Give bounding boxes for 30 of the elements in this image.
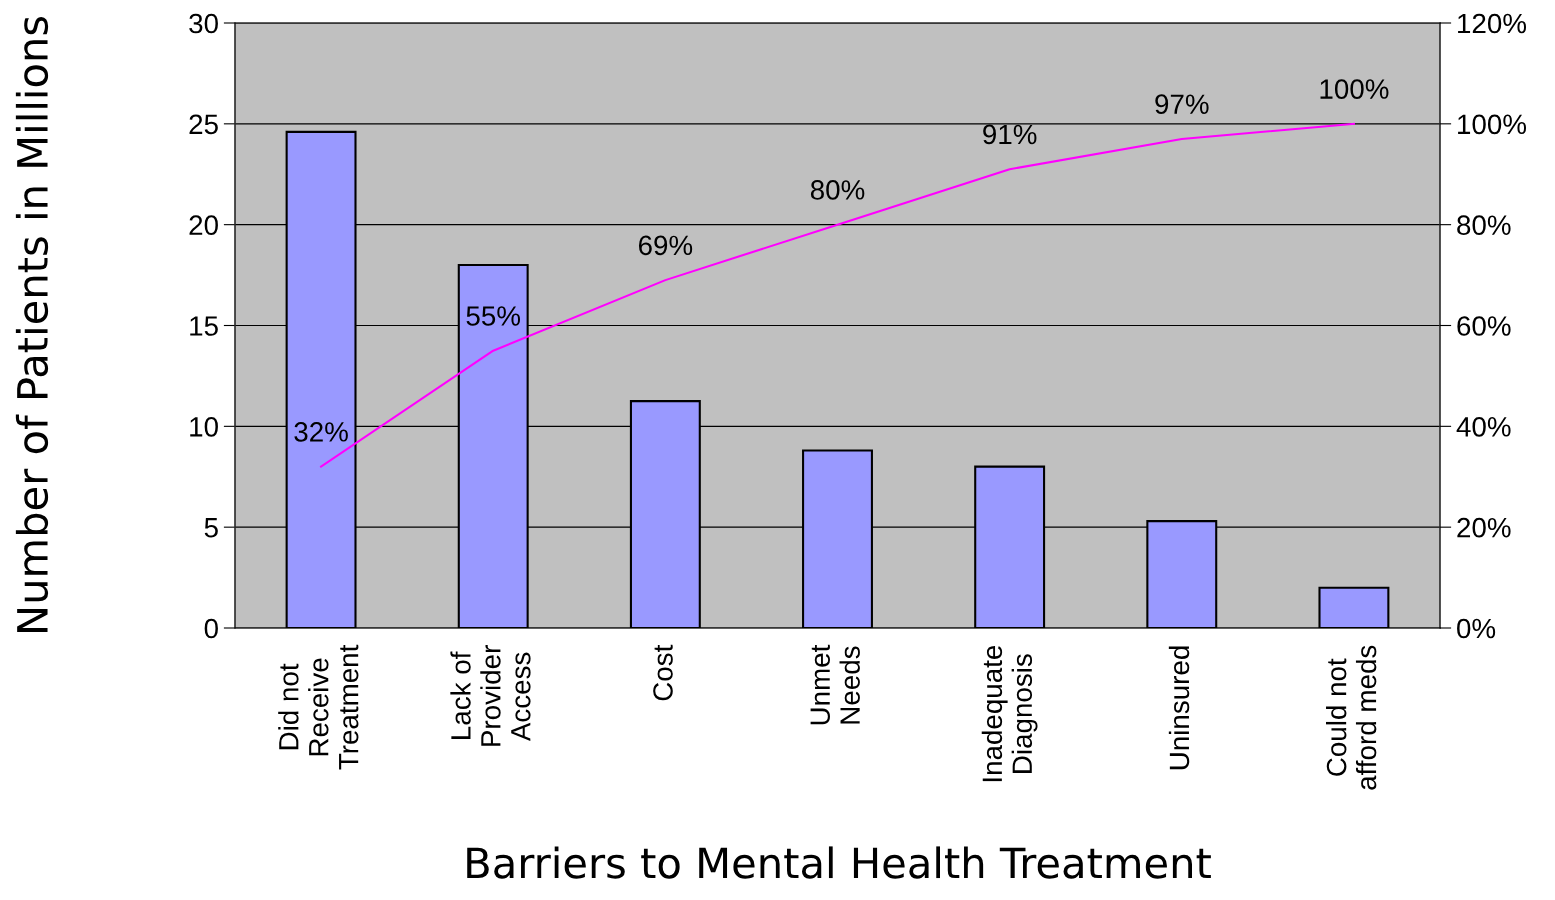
x-tick-label: Inadequate Diagnosis — [981, 645, 1038, 782]
y-tick-label: 0 — [204, 618, 218, 639]
y2-tick-label: 0% — [1457, 618, 1496, 639]
x-tick-label: Lack of Provider Access — [450, 645, 531, 746]
y2-tick-label: 60% — [1457, 316, 1511, 336]
y2-tick-label: 80% — [1457, 215, 1511, 236]
x-tick-label: Could not afford meds — [1326, 645, 1377, 790]
y-tick-label: 15 — [190, 316, 218, 336]
x-tick-label: Did not Receive Treatment — [278, 644, 359, 770]
data-label: 80% — [810, 180, 865, 200]
y-tick-label: 30 — [189, 13, 218, 34]
y-tick-label: 10 — [190, 417, 218, 437]
y-tick-label: 20 — [189, 215, 218, 236]
data-label: 100% — [1320, 79, 1389, 99]
x-tick-label: Unmet Needs — [810, 644, 860, 725]
data-label: 97% — [1155, 94, 1209, 115]
x-tick-label: Uninsured — [1168, 646, 1190, 770]
y2-tick-label: 120% — [1458, 13, 1527, 34]
y-tick-label: 5 — [204, 518, 218, 538]
y-axis-title: Number of Patients in Millions — [15, 16, 49, 632]
data-label: 91% — [983, 124, 1037, 145]
y-tick-label: 25 — [189, 114, 218, 135]
y2-tick-label: 100% — [1458, 114, 1527, 135]
x-tick-label: Cost — [653, 644, 673, 701]
x-axis-title: Barriers to Mental Health Treatment — [467, 846, 1211, 879]
y2-tick-label: 40% — [1456, 417, 1511, 437]
data-label: 55% — [466, 306, 521, 326]
data-label: 69% — [638, 235, 693, 256]
data-label: 32% — [294, 422, 348, 442]
y2-tick-label: 20% — [1457, 517, 1511, 538]
